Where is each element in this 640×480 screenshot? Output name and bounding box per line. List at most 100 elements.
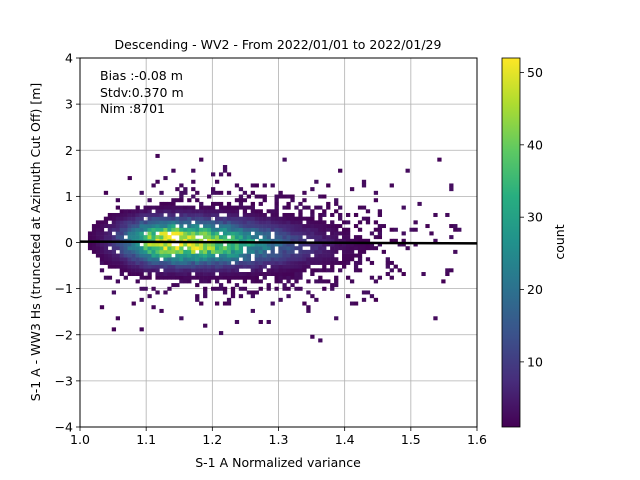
heatmap-cell <box>95 227 101 232</box>
heatmap-cell <box>282 157 287 162</box>
heatmap-cell <box>409 227 414 232</box>
heatmap-cell <box>290 216 295 221</box>
heatmap-cell <box>286 227 291 232</box>
heatmap-cell <box>222 301 228 306</box>
heatmap-cell <box>183 249 188 254</box>
heatmap-cell <box>187 209 192 214</box>
heatmap-cell <box>250 227 255 232</box>
heatmap-cell <box>207 231 212 236</box>
heatmap-cell <box>167 275 172 280</box>
heatmap-cell <box>449 183 454 188</box>
heatmap-cell <box>131 257 136 262</box>
heatmap-cell <box>207 264 212 269</box>
heatmap-cell <box>107 249 113 254</box>
heatmap-cell <box>218 190 224 195</box>
heatmap-cell <box>286 286 291 291</box>
heatmap-cell <box>314 257 319 262</box>
heatmap-cell <box>234 227 240 232</box>
heatmap-cell <box>111 235 117 240</box>
heatmap-cell <box>167 205 172 210</box>
heatmap-cell <box>353 246 359 251</box>
heatmap-cell <box>361 238 367 243</box>
heatmap-cell <box>270 257 275 262</box>
heatmap-cell <box>135 264 140 269</box>
heatmap-cell <box>171 272 176 277</box>
heatmap-cell <box>373 279 379 284</box>
heatmap-cell <box>111 253 117 258</box>
heatmap-cell <box>242 286 248 291</box>
heatmap-cell <box>397 268 402 273</box>
heatmap-cell <box>262 275 267 280</box>
heatmap-cell <box>139 272 144 277</box>
heatmap-cell <box>270 209 275 214</box>
heatmap-cell <box>242 220 248 225</box>
heatmap-cell <box>115 198 120 203</box>
heatmap-cell <box>365 209 371 214</box>
heatmap-cell <box>183 209 188 214</box>
heatmap-cell <box>258 242 263 247</box>
heatmap-cell <box>298 249 303 254</box>
heatmap-cell <box>405 246 410 251</box>
heatmap-cell <box>115 264 120 269</box>
heatmap-cell <box>211 246 216 251</box>
heatmap-cell <box>318 220 323 225</box>
heatmap-cell <box>222 165 228 169</box>
heatmap-cell <box>167 253 172 258</box>
heatmap-cell <box>199 242 204 247</box>
heatmap-cell <box>163 257 168 262</box>
heatmap-cell <box>199 249 204 254</box>
heatmap-cell <box>238 275 244 280</box>
heatmap-cell <box>187 275 192 280</box>
heatmap-cell <box>302 190 307 195</box>
heatmap-cell <box>135 249 140 254</box>
heatmap-cell <box>191 187 196 192</box>
heatmap-cell <box>187 216 192 221</box>
heatmap-cell <box>123 224 128 229</box>
heatmap-cell <box>187 235 192 240</box>
heatmap-cell <box>123 212 128 217</box>
heatmap-cell <box>250 183 255 188</box>
heatmap-cell <box>131 272 136 277</box>
heatmap-cell <box>334 275 339 280</box>
heatmap-cell <box>203 249 208 254</box>
heatmap-cell <box>234 264 240 269</box>
heatmap-cell <box>310 187 315 192</box>
heatmap-cell <box>306 253 311 258</box>
heatmap-cell <box>246 253 252 258</box>
heatmap-cell <box>282 246 287 251</box>
heatmap-cell <box>302 264 307 269</box>
heatmap-cell <box>286 249 291 254</box>
heatmap-cell <box>163 249 168 254</box>
heatmap-cell <box>199 260 204 265</box>
heatmap-cell <box>238 224 244 229</box>
heatmap-cell <box>250 264 255 269</box>
heatmap-cell <box>246 212 252 217</box>
heatmap-cell <box>274 235 279 240</box>
heatmap-cell <box>226 231 232 236</box>
heatmap-cell <box>230 290 236 295</box>
heatmap-cell <box>183 231 188 236</box>
heatmap-cell <box>175 227 180 232</box>
heatmap-cell <box>123 220 128 225</box>
heatmap-cell <box>330 253 335 258</box>
heatmap-cell <box>230 257 236 262</box>
heatmap-cell <box>282 231 287 236</box>
heatmap-cell <box>290 283 295 288</box>
heatmap-cell <box>290 272 295 277</box>
heatmap-cell <box>318 246 323 251</box>
heatmap-cell <box>195 283 200 288</box>
heatmap-cell <box>214 268 220 273</box>
heatmap-cell <box>322 212 327 217</box>
heatmap-cell <box>203 216 208 221</box>
heatmap-cell <box>222 231 228 236</box>
heatmap-cell <box>163 227 168 232</box>
heatmap-cell <box>258 286 263 291</box>
heatmap-cell <box>207 205 212 210</box>
heatmap-cell <box>230 224 236 229</box>
heatmap-cell <box>115 257 120 262</box>
heatmap-cell <box>278 249 283 254</box>
heatmap-cell <box>211 224 216 229</box>
heatmap-cell <box>306 305 311 310</box>
heatmap-cell <box>262 242 267 247</box>
